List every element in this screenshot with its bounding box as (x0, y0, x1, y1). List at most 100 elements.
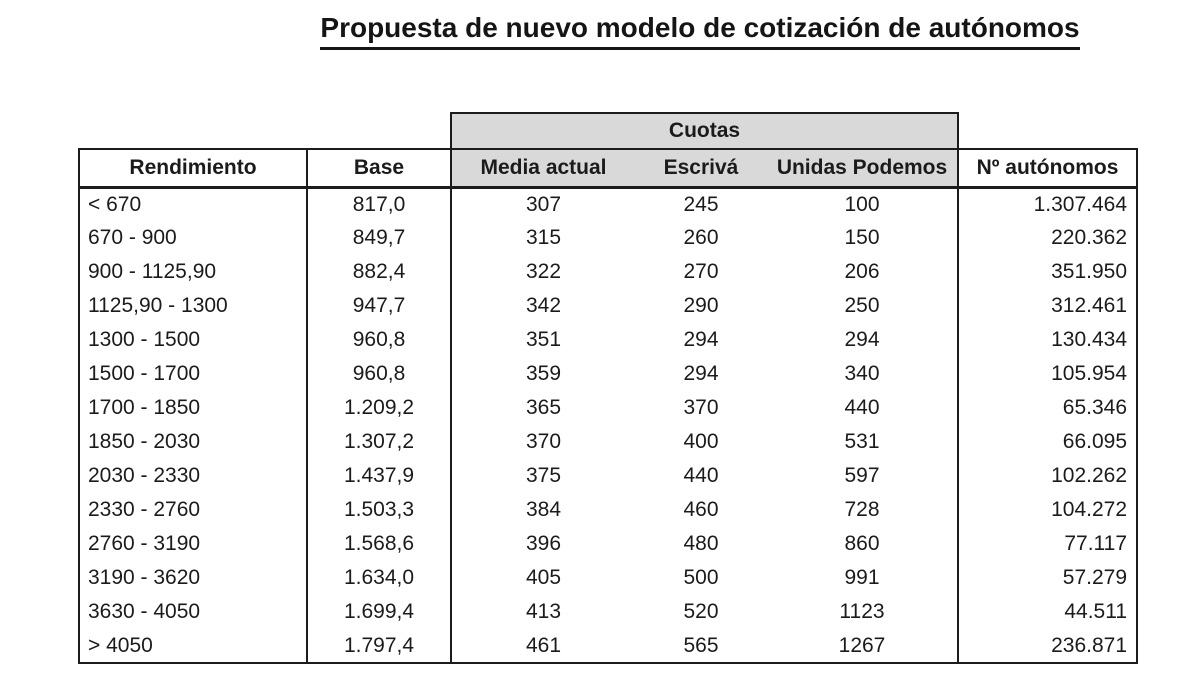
col-header-escriva: Escrivá (635, 148, 767, 189)
col-header-media-actual: Media actual (451, 148, 635, 189)
cell-escriva: 260 (683, 226, 719, 249)
cell-num-autonomos: 77.117 (958, 527, 1139, 561)
cuotas-group-header: Cuotas (449, 112, 960, 150)
cell-unidas-podemos: 294 (767, 323, 960, 357)
cell-num-autonomos: 236.871 (958, 629, 1139, 664)
cell-unidas-podemos: 250 (767, 289, 960, 323)
cell-unidas-podemos: 440 (767, 391, 960, 425)
cell-base: 1.634,0 (307, 561, 452, 595)
cell-escriva: 294 (683, 328, 719, 351)
cell-base: 947,7 (307, 289, 452, 323)
table-row: 3630 - 4050 1.699,4 413 520 1123 44.511 (78, 595, 1139, 629)
cell-num-autonomos: 65.346 (958, 391, 1139, 425)
cell-media-actual: 370 (525, 430, 562, 453)
cell-num-autonomos: 44.511 (958, 595, 1139, 629)
table-row: 1500 - 1700 960,8 359 294 340 105.954 (78, 357, 1139, 391)
cell-media-actual: 351 (525, 328, 562, 351)
cell-num-autonomos: 312.461 (958, 289, 1139, 323)
cell-num-autonomos: 105.954 (958, 357, 1139, 391)
cell-escriva: 440 (683, 464, 719, 487)
cell-rendimiento: 1500 - 1700 (78, 357, 308, 391)
cell-rendimiento: 2030 - 2330 (78, 459, 308, 493)
cell-escriva: 294 (683, 362, 719, 385)
table-row: 2030 - 2330 1.437,9 375 440 597 102.262 (78, 459, 1139, 493)
cell-media-actual: 384 (525, 498, 562, 521)
cell-unidas-podemos: 206 (767, 255, 960, 289)
cell-escriva: 520 (683, 600, 719, 623)
group-header-row: Cuotas (79, 112, 1138, 150)
cell-base: 1.568,6 (307, 527, 452, 561)
empty-spacer-cell (79, 113, 451, 149)
cell-escriva: 400 (683, 430, 719, 453)
cell-num-autonomos: 130.434 (958, 323, 1139, 357)
cell-media-actual: 359 (525, 362, 562, 385)
cell-base: 1.307,2 (307, 425, 452, 459)
cell-media-actual: 342 (525, 294, 562, 317)
cell-rendimiento: 3190 - 3620 (78, 561, 308, 595)
empty-spacer-cell (958, 113, 1138, 149)
cell-escriva: 565 (635, 629, 767, 664)
cell-escriva: 480 (683, 532, 719, 555)
table-row: 670 - 900 849,7 315 260 150 220.362 (78, 221, 1139, 255)
cell-num-autonomos: 57.279 (958, 561, 1139, 595)
cell-unidas-podemos: 597 (767, 459, 960, 493)
cell-num-autonomos: 351.950 (958, 255, 1139, 289)
cell-escriva: 460 (683, 498, 719, 521)
cell-base: 1.797,4 (307, 629, 452, 664)
cell-media-actual: 405 (525, 566, 562, 589)
cell-unidas-podemos: 728 (767, 493, 960, 527)
cell-rendimiento: 3630 - 4050 (78, 595, 308, 629)
cell-base: 1.209,2 (307, 391, 452, 425)
cell-unidas-podemos: 340 (767, 357, 960, 391)
cell-media-actual: 322 (525, 260, 562, 283)
cell-rendimiento: 1125,90 - 1300 (78, 289, 308, 323)
cell-escriva: 370 (683, 396, 719, 419)
cell-media-actual: 375 (525, 464, 562, 487)
cell-unidas-podemos: 1123 (767, 595, 960, 629)
cell-num-autonomos: 66.095 (958, 425, 1139, 459)
col-header-num-autonomos: Nº autónomos (958, 148, 1139, 189)
col-header-base: Base (307, 148, 452, 189)
cell-media-actual: 307 (525, 192, 562, 216)
table-row: 3190 - 3620 1.634,0 405 500 991 57.279 (78, 561, 1139, 595)
cell-escriva: 245 (683, 192, 719, 216)
cell-rendimiento: 1850 - 2030 (78, 425, 308, 459)
cell-unidas-podemos: 860 (767, 527, 960, 561)
cell-base: 960,8 (307, 357, 452, 391)
cell-rendimiento: > 4050 (78, 629, 308, 664)
cell-media-actual: 365 (525, 396, 562, 419)
cell-base: 1.503,3 (307, 493, 452, 527)
cell-escriva: 270 (683, 260, 719, 283)
cell-rendimiento: < 670 (78, 187, 308, 221)
cell-base: 1.699,4 (307, 595, 452, 629)
cell-media-actual: 461 (451, 629, 635, 664)
cell-unidas-podemos: 531 (767, 425, 960, 459)
cell-num-autonomos: 220.362 (958, 221, 1139, 255)
table-row: > 4050 1.797,4 461 565 1267 236.871 (78, 629, 1139, 664)
table-row: 2760 - 3190 1.568,6 396 480 860 77.117 (78, 527, 1139, 561)
cell-num-autonomos: 104.272 (958, 493, 1139, 527)
cell-escriva: 500 (683, 566, 719, 589)
title-wrap: Propuesta de nuevo modelo de cotización … (200, 12, 1200, 50)
cell-media-actual: 413 (525, 600, 562, 623)
cotizacion-table: Cuotas Rendimiento Base Media actual Esc… (78, 112, 1139, 664)
table-row: 2330 - 2760 1.503,3 384 460 728 104.272 (78, 493, 1139, 527)
cell-unidas-podemos: 991 (767, 561, 960, 595)
cell-num-autonomos: 1.307.464 (958, 187, 1139, 221)
cell-num-autonomos: 102.262 (958, 459, 1139, 493)
table-head: Cuotas Rendimiento Base Media actual Esc… (78, 112, 1139, 189)
cell-media-actual: 396 (525, 532, 562, 555)
cell-base: 882,4 (307, 255, 452, 289)
cell-rendimiento: 1700 - 1850 (78, 391, 308, 425)
column-header-row: Rendimiento Base Media actual Escrivá Un… (78, 148, 1139, 189)
col-header-unidas-podemos: Unidas Podemos (767, 148, 960, 189)
cell-base: 1.437,9 (307, 459, 452, 493)
cell-rendimiento: 670 - 900 (78, 221, 308, 255)
cell-rendimiento: 2760 - 3190 (78, 527, 308, 561)
cell-media-actual: 315 (525, 226, 562, 249)
cell-unidas-podemos: 100 (767, 187, 960, 221)
table-row: 1300 - 1500 960,8 351 294 294 130.434 (78, 323, 1139, 357)
cell-rendimiento: 2330 - 2760 (78, 493, 308, 527)
table-body: < 670 817,0 307 245 100 1.307.464 670 - 900 849… (78, 187, 1139, 664)
page-title: Propuesta de nuevo modelo de cotización … (320, 12, 1080, 50)
